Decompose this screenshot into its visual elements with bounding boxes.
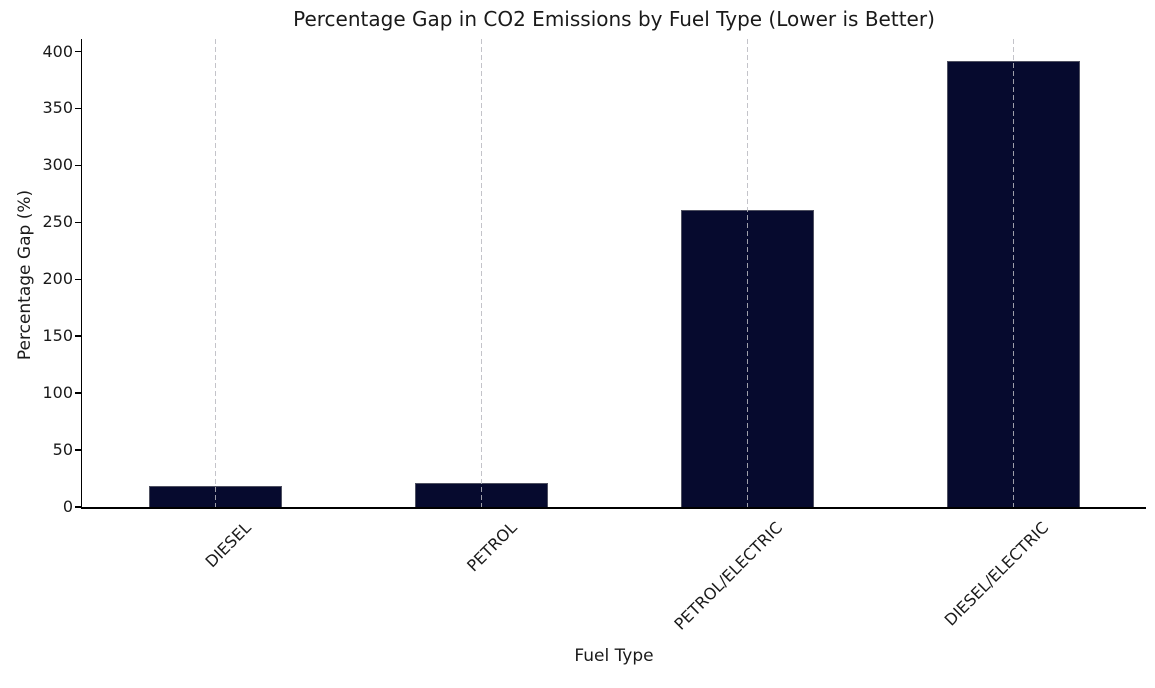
- y-tick-mark: [74, 107, 81, 110]
- y-axis-title: Percentage Gap (%): [15, 189, 35, 361]
- gridline-diesel: [214, 39, 216, 507]
- y-tick-mark: [74, 50, 81, 53]
- x-tick-label-petrol: PETROL: [463, 518, 521, 576]
- x-axis-line: [80, 507, 1146, 509]
- y-tick-mark: [74, 278, 81, 280]
- y-tick-label: 50: [52, 440, 73, 460]
- x-tick-label-petrol-electric: PETROL/ELECTRIC: [670, 518, 787, 634]
- x-axis-title: Fuel Type: [574, 646, 654, 666]
- x-tick-label-diesel: DIESEL: [201, 518, 255, 572]
- y-tick-mark: [74, 164, 81, 167]
- gridline-petrol: [480, 39, 482, 507]
- y-tick-mark: [74, 392, 81, 394]
- y-tick-label: 0: [62, 497, 73, 517]
- y-tick-label: 100: [42, 383, 73, 403]
- plot-area: 0 50 100 150 200 250 300 350 400 DIESEL PETROL PETR…: [42, 39, 1146, 634]
- y-tick-mark: [74, 449, 81, 451]
- gridline-petrol-electric: [746, 39, 748, 507]
- y-tick-label: 250: [42, 212, 73, 232]
- y-tick-label: 350: [42, 98, 73, 118]
- y-tick-label: 400: [42, 41, 73, 61]
- chart-title: Percentage Gap in CO2 Emissions by Fuel …: [293, 7, 935, 31]
- y-tick-label: 300: [42, 155, 73, 175]
- y-tick-label: 150: [42, 326, 73, 346]
- x-tick-label-diesel-electric: DIESEL/ELECTRIC: [940, 518, 1053, 630]
- y-tick-mark: [74, 506, 81, 508]
- gridline-diesel-electric: [1012, 39, 1014, 507]
- y-axis-line: [80, 39, 82, 509]
- y-tick-mark: [74, 335, 81, 337]
- y-tick-mark: [74, 221, 81, 224]
- y-tick-label: 200: [42, 269, 73, 289]
